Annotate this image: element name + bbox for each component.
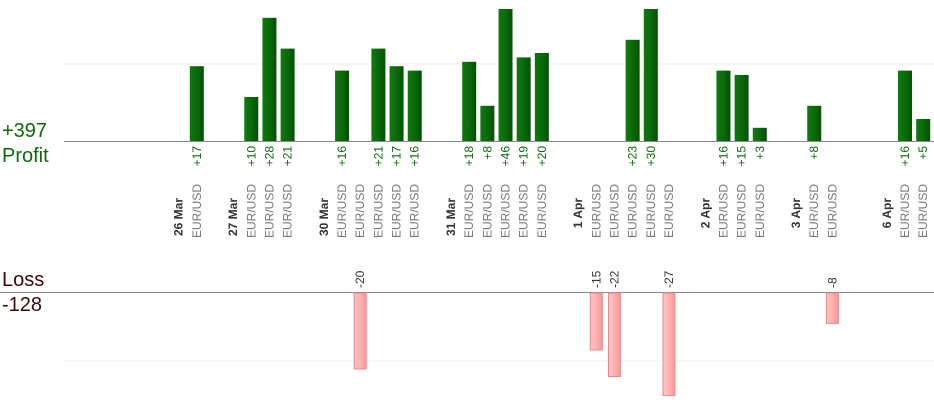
date-label: 3 Apr (789, 198, 803, 229)
date-label: 2 Apr (698, 198, 712, 229)
profit-value-label: +16 (898, 146, 912, 167)
profit-value-label: +28 (262, 146, 276, 167)
profit-value-label: +5 (916, 146, 930, 160)
profit-label: Profit (2, 145, 49, 167)
pair-label: EUR/USD (390, 184, 404, 238)
profit-bar (716, 70, 731, 141)
loss-bar (353, 292, 367, 370)
pair-label: EUR/USD (607, 184, 621, 238)
date-label: 26 Mar (172, 198, 186, 236)
profit-value-label: +23 (626, 146, 640, 167)
pair-label: EUR/USD (262, 184, 276, 238)
profit-bar (280, 48, 295, 141)
pair-label: EUR/USD (825, 184, 839, 238)
profit-value-label: +17 (390, 146, 404, 167)
profit-bar (389, 66, 404, 141)
profit-bar (189, 66, 204, 141)
pair-label: EUR/USD (716, 184, 730, 238)
pair-label: EUR/USD (589, 184, 603, 238)
loss-value-label: -20 (353, 270, 367, 288)
profit-bar (534, 53, 549, 141)
profit-value-label: +21 (281, 146, 295, 167)
profit-value-label: +20 (535, 146, 549, 167)
profit-value-label: +16 (408, 146, 422, 167)
profit-value-label: +16 (335, 146, 349, 167)
profit-value-label: +21 (371, 146, 385, 167)
pair-label: EUR/USD (626, 184, 640, 238)
profit-bar (498, 9, 513, 141)
pair-label: EUR/USD (517, 184, 531, 238)
date-label: 6 Apr (880, 198, 894, 229)
pair-label: EUR/USD (916, 184, 930, 238)
pair-label: EUR/USD (408, 184, 422, 238)
profit-bar (407, 70, 422, 141)
pair-label: EUR/USD (462, 184, 476, 238)
profit-value-label: +10 (244, 146, 258, 167)
profit-bar (916, 119, 931, 141)
date-label: 31 Mar (444, 198, 458, 236)
pair-label: EUR/USD (244, 184, 258, 238)
date-label: 27 Mar (226, 198, 240, 236)
pair-label: EUR/USD (753, 184, 767, 238)
profit-value-label: +17 (190, 146, 204, 167)
loss-bar (607, 292, 621, 378)
pair-label: EUR/USD (480, 184, 494, 238)
pair-label: EUR/USD (662, 184, 676, 238)
profit-value-label: +46 (499, 146, 513, 167)
pair-label: EUR/USD (735, 184, 749, 238)
profit-bar (898, 70, 913, 141)
profit-value-label: +19 (517, 146, 531, 167)
loss-bar (589, 292, 603, 351)
pair-label: EUR/USD (499, 184, 513, 238)
pair-label: EUR/USD (535, 184, 549, 238)
pair-label: EUR/USD (353, 184, 367, 238)
loss-value-label: -22 (607, 270, 621, 288)
profit-value-label: +30 (644, 146, 658, 167)
profit-bar (516, 57, 531, 141)
profit-value-label: +15 (735, 146, 749, 167)
profit-value-label: +18 (462, 146, 476, 167)
profit-bar (371, 48, 386, 141)
profit-bar (807, 105, 822, 141)
profit-value-label: +8 (480, 146, 494, 160)
profit-total: +397 (2, 120, 48, 142)
loss-value-label: -8 (825, 277, 839, 288)
loss-total: -128 (2, 294, 43, 316)
profit-bar (643, 9, 658, 141)
pair-label: EUR/USD (898, 184, 912, 238)
profit-bar (335, 70, 350, 141)
loss-bar (825, 292, 839, 324)
profit-bar (244, 97, 259, 141)
profit-bar (262, 17, 277, 141)
profit-value-label: +8 (807, 146, 821, 160)
pair-label: EUR/USD (644, 184, 658, 238)
loss-value-label: -27 (662, 270, 676, 288)
profit-bar (462, 61, 477, 141)
pair-label: EUR/USD (281, 184, 295, 238)
profit-bar (480, 105, 495, 141)
profit-value-label: +16 (716, 146, 730, 167)
loss-bar (662, 292, 676, 397)
pair-label: EUR/USD (807, 184, 821, 238)
profit-value-label: +3 (753, 146, 767, 160)
profit-bar (734, 75, 749, 141)
profit-bar (752, 127, 767, 141)
pair-label: EUR/USD (371, 184, 385, 238)
profit-bar (625, 39, 640, 141)
pair-label: EUR/USD (335, 184, 349, 238)
pair-label: EUR/USD (190, 184, 204, 238)
date-label: 30 Mar (317, 198, 331, 236)
date-label: 1 Apr (571, 198, 585, 229)
loss-label: Loss (2, 269, 45, 291)
loss-value-label: -15 (589, 270, 603, 288)
